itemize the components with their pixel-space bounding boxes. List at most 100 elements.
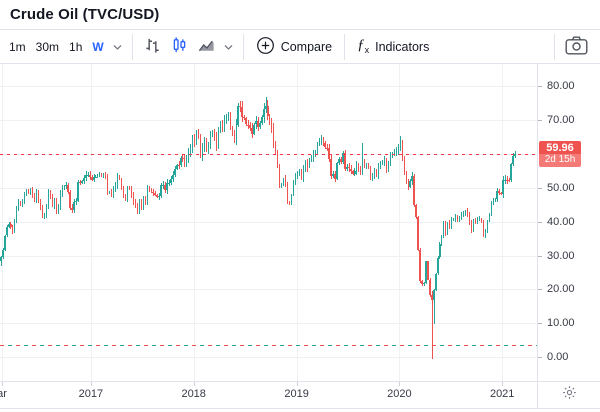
candle-body bbox=[316, 143, 318, 154]
candle-body bbox=[328, 148, 330, 159]
bar-countdown: 2d 15h bbox=[539, 154, 581, 168]
price-tick-label: 70.00 bbox=[547, 114, 575, 127]
candle-body bbox=[180, 157, 182, 166]
candle-wick bbox=[247, 119, 249, 130]
candle-body bbox=[354, 170, 356, 174]
candle-body bbox=[235, 124, 237, 140]
candle-body bbox=[245, 118, 247, 125]
candle-body bbox=[484, 231, 486, 236]
candle-body bbox=[294, 175, 297, 183]
candle-body bbox=[150, 189, 152, 192]
candle-body bbox=[75, 201, 77, 203]
candle-body bbox=[12, 227, 14, 233]
vertical-gridline bbox=[2, 64, 3, 381]
candle-body bbox=[366, 164, 368, 168]
candle-body bbox=[152, 191, 154, 193]
candle-body bbox=[99, 174, 101, 176]
candle-body bbox=[298, 169, 301, 176]
time-tick-label: 2021 bbox=[489, 388, 515, 400]
candle-body bbox=[136, 205, 139, 212]
candle-body bbox=[18, 201, 20, 210]
candle-body bbox=[488, 214, 490, 222]
chart-style-bars-button[interactable] bbox=[139, 34, 166, 60]
candle-body bbox=[107, 176, 109, 193]
candle-body bbox=[288, 202, 291, 204]
candle-body bbox=[221, 125, 224, 127]
candle-body bbox=[399, 143, 401, 149]
interval-menu-button[interactable] bbox=[109, 34, 126, 60]
candle-body bbox=[213, 133, 216, 138]
candle-body bbox=[10, 223, 12, 228]
candle-wick bbox=[297, 170, 298, 180]
chart-style-area-button[interactable] bbox=[193, 34, 220, 60]
candle-body bbox=[205, 141, 208, 150]
candle-body bbox=[41, 207, 44, 217]
horizontal-gridline bbox=[0, 120, 537, 122]
indicators-button[interactable]: ƒx Indicators bbox=[351, 34, 435, 60]
candle-body bbox=[352, 171, 354, 174]
candle-body bbox=[338, 159, 340, 163]
candle-body bbox=[458, 217, 461, 221]
candle-body bbox=[105, 174, 107, 177]
candle-body bbox=[170, 179, 172, 183]
candle-body bbox=[427, 261, 429, 280]
candle-body bbox=[164, 185, 166, 191]
candle-body bbox=[397, 148, 399, 151]
interval-button-1m[interactable]: 1m bbox=[4, 34, 31, 60]
candle-body bbox=[16, 209, 18, 221]
candle-body bbox=[454, 217, 457, 220]
candle-body bbox=[322, 140, 324, 143]
candle-body bbox=[362, 160, 364, 172]
candle-body bbox=[441, 236, 443, 245]
toolbar: 1m 30m 1h W bbox=[0, 29, 600, 64]
candle-body bbox=[31, 190, 34, 195]
candle-body bbox=[498, 190, 500, 193]
candle-body bbox=[407, 182, 409, 187]
candle-body bbox=[47, 192, 50, 207]
candle-body bbox=[103, 174, 105, 177]
price-tick-label: 10.00 bbox=[547, 317, 575, 330]
symbol-title: Crude Oil (TVC/USD) bbox=[10, 6, 160, 23]
candle-body bbox=[215, 137, 218, 147]
candle-body bbox=[85, 175, 87, 178]
candle-body bbox=[373, 171, 376, 176]
candle-body bbox=[460, 214, 463, 218]
candle-body bbox=[411, 176, 413, 181]
interval-button-weekly[interactable]: W bbox=[87, 34, 108, 60]
candle-body bbox=[247, 124, 249, 126]
horizontal-gridline bbox=[0, 357, 537, 359]
candle-body bbox=[413, 176, 415, 206]
candle-body bbox=[300, 169, 303, 179]
interval-button-30m[interactable]: 30m bbox=[31, 34, 64, 60]
compare-button[interactable]: Compare bbox=[250, 34, 338, 60]
snapshot-camera-button[interactable] bbox=[561, 34, 592, 60]
candle-body bbox=[116, 176, 119, 186]
candle-body bbox=[2, 250, 4, 257]
candle-body bbox=[217, 128, 220, 147]
plot-area[interactable] bbox=[0, 64, 538, 381]
chart-settings-button[interactable] bbox=[538, 382, 600, 408]
candle-body bbox=[492, 200, 494, 203]
candle-body bbox=[367, 164, 370, 168]
candle-body bbox=[122, 189, 125, 196]
candle-wick bbox=[384, 156, 385, 167]
chart-style-menu-button[interactable] bbox=[220, 34, 237, 60]
price-tick-label: 30.00 bbox=[547, 249, 575, 262]
candle-body bbox=[101, 174, 103, 177]
candle-body bbox=[478, 218, 481, 220]
candle-wick bbox=[362, 142, 364, 176]
candle-body bbox=[93, 176, 95, 180]
titlebar: Crude Oil (TVC/USD) bbox=[0, 0, 600, 29]
chart-style-candles-button[interactable] bbox=[166, 34, 193, 60]
chart-row: 59.96 2d 15h 80.00 70.00 50.00 40.00 30.00 20… bbox=[0, 64, 600, 381]
horizontal-gridline bbox=[0, 221, 537, 223]
time-axis[interactable]: ar 2017 2018 2019 2020 2021 bbox=[0, 381, 600, 409]
candle-body bbox=[480, 218, 483, 222]
candle-body bbox=[130, 188, 133, 196]
candle-body bbox=[292, 182, 295, 195]
candle-wick bbox=[320, 135, 322, 146]
price-axis[interactable]: 59.96 2d 15h 80.00 70.00 50.00 40.00 30.00 20… bbox=[538, 64, 600, 381]
candle-body bbox=[417, 217, 419, 250]
candle-body bbox=[160, 185, 162, 197]
interval-button-1h[interactable]: 1h bbox=[64, 34, 87, 60]
